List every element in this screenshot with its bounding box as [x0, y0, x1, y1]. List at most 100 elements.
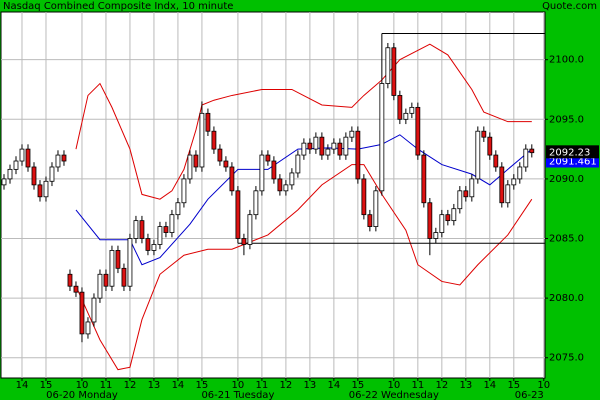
- candle-body: [163, 226, 169, 233]
- candle-body: [505, 184, 511, 204]
- last-price-label: 2092.23: [549, 147, 590, 158]
- x-tick-label: 13: [304, 380, 317, 391]
- date-label: 06-22 Wednesday: [349, 390, 439, 400]
- x-tick-label: 10: [537, 380, 550, 391]
- x-tick-label: 14: [328, 380, 341, 391]
- candle-body: [403, 112, 409, 120]
- candle-body: [439, 214, 445, 233]
- candle-body: [247, 214, 253, 245]
- candle-body: [127, 238, 133, 287]
- x-tick-label: 15: [40, 380, 53, 391]
- candle-body: [97, 273, 103, 299]
- candle-body: [13, 160, 19, 170]
- candle-body: [115, 250, 121, 269]
- candle-body: [67, 273, 73, 287]
- candle-body: [253, 190, 259, 216]
- y-tick-label: 2075.0: [549, 353, 584, 364]
- candle-body: [91, 297, 97, 323]
- date-label: 06-23: [515, 390, 544, 400]
- candle-body: [145, 238, 151, 251]
- source: Quote.com: [542, 1, 597, 12]
- candle-body: [421, 154, 427, 204]
- indicator-label: 2091.461: [549, 156, 597, 167]
- candle-body: [427, 202, 433, 239]
- candle-body: [469, 178, 475, 198]
- candle-body: [133, 220, 139, 239]
- candle-body: [37, 184, 43, 198]
- candle-body: [523, 148, 529, 168]
- candle-body: [109, 250, 115, 287]
- candle-body: [517, 166, 523, 180]
- band-line: [75, 164, 533, 371]
- candle-body: [73, 285, 79, 293]
- candle-body: [193, 154, 199, 168]
- candle-body: [463, 190, 469, 198]
- candle-body: [187, 154, 193, 180]
- candle-body: [457, 190, 463, 210]
- date-label: 06-20 Monday: [46, 390, 118, 400]
- candle-body: [217, 148, 223, 162]
- y-tick-label: 2085.0: [549, 234, 584, 245]
- x-tick-label: 12: [124, 380, 137, 391]
- candle-body: [295, 154, 301, 174]
- x-tick-label: 10: [232, 380, 245, 391]
- indicator-box: [546, 155, 599, 168]
- candle-body: [325, 148, 331, 156]
- candle-body: [61, 154, 67, 162]
- candle-body: [199, 112, 205, 168]
- x-tick-label: 11: [256, 380, 269, 391]
- x-tick-label: 15: [507, 380, 520, 391]
- candle-body: [475, 130, 481, 180]
- candle-body: [157, 226, 163, 245]
- candle-body: [7, 168, 13, 180]
- candle-body: [319, 136, 325, 156]
- candle-body: [121, 267, 127, 287]
- candle-body: [415, 106, 421, 156]
- x-tick-label: 15: [352, 380, 365, 391]
- band-line: [75, 134, 533, 266]
- candle-body: [241, 238, 247, 245]
- y-tick-label: 2095.0: [549, 114, 584, 125]
- x-tick-label: 11: [411, 380, 424, 391]
- x-tick-label: 11: [100, 380, 113, 391]
- candle-body: [31, 166, 37, 186]
- x-tick-label: 12: [435, 380, 448, 391]
- x-tick-label: 10: [387, 380, 400, 391]
- candle-body: [55, 154, 61, 168]
- candle-body: [283, 184, 289, 192]
- candle-body: [355, 130, 361, 180]
- x-tick-label: 13: [148, 380, 161, 391]
- chart-title: Nasdaq Combined Composite Indx, 10 minut…: [3, 1, 233, 12]
- band-line: [75, 43, 532, 200]
- candle-body: [373, 190, 379, 227]
- candle-body: [367, 214, 373, 227]
- candle-body: [343, 136, 349, 156]
- y-tick-label: 2080.0: [549, 293, 584, 304]
- candle-body: [205, 112, 211, 132]
- x-tick-label: 14: [16, 380, 29, 391]
- candle-body: [487, 136, 493, 156]
- candle-body: [499, 166, 505, 204]
- candle-body: [235, 190, 241, 239]
- y-tick-label: 2100.0: [549, 55, 584, 66]
- candle-body: [379, 83, 385, 192]
- candle-body: [361, 178, 367, 216]
- candle-body: [1, 178, 7, 186]
- candle-body: [25, 148, 31, 168]
- candle-body: [289, 172, 295, 186]
- candle-body: [265, 154, 271, 162]
- candle-body: [331, 142, 337, 150]
- candle-body: [307, 142, 313, 150]
- candle-body: [43, 180, 49, 198]
- x-tick-label: 13: [459, 380, 472, 391]
- candle-body: [229, 166, 235, 192]
- candle-body: [19, 148, 25, 162]
- candle-body: [223, 160, 229, 168]
- candle-body: [511, 178, 517, 186]
- candle-body: [451, 208, 457, 222]
- last-price-box: [546, 145, 599, 159]
- x-tick-label: 10: [76, 380, 89, 391]
- candle-body: [211, 130, 217, 150]
- candle-body: [385, 47, 391, 84]
